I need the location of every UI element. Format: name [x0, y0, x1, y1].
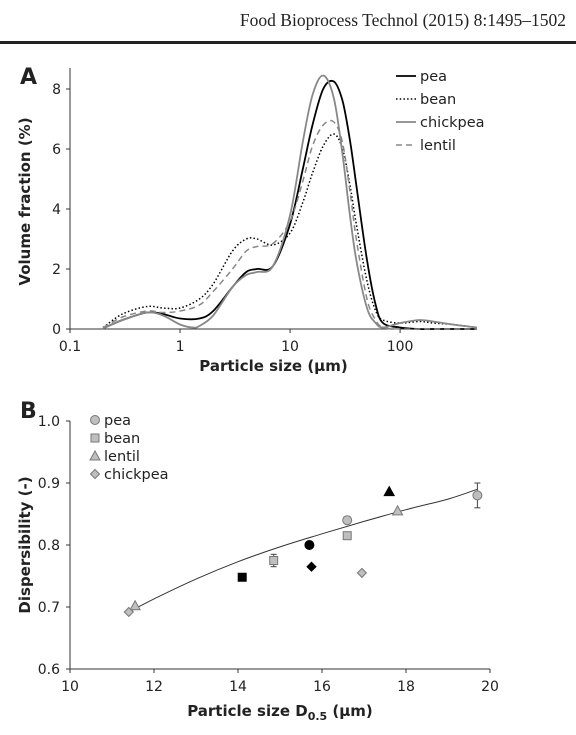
- point-pea: [472, 490, 483, 501]
- header-rule: [0, 41, 576, 44]
- y-tick-label: 0: [52, 322, 61, 338]
- legend-marker-lentil: [89, 449, 101, 461]
- legend-label-bean: bean: [420, 92, 456, 108]
- legend-label-lentil: lentil: [104, 449, 140, 465]
- series-line-chickpea: [102, 74, 478, 330]
- series-line-pea: [102, 79, 477, 331]
- legend-label-chickpea: chickpea: [420, 115, 485, 131]
- x-tick-label: 16: [313, 679, 331, 695]
- trendline: [128, 488, 478, 613]
- point-chickpea: [306, 561, 317, 572]
- legend-label-lentil: lentil: [420, 138, 456, 154]
- legend-label-bean: bean: [104, 431, 140, 447]
- x-tick-label: 10: [281, 339, 299, 355]
- legend-label-chickpea: chickpea: [104, 467, 169, 483]
- panel-label-a: A: [20, 65, 37, 90]
- point-chickpea: [356, 567, 368, 579]
- y-axis-label: Volume fraction (%): [16, 117, 34, 285]
- chart-panel-b: B 0.6 0.7 0.8 0.9 1.0 10 12 14 16 18 20 Particle siz…: [16, 399, 499, 723]
- point-lentil: [383, 485, 396, 497]
- point-bean: [269, 556, 279, 565]
- y-tick-label: 4: [52, 202, 61, 218]
- y-tick-label: 1.0: [38, 414, 60, 430]
- y-axis-label: Dispersibility (-): [16, 476, 34, 613]
- x-axis-label: Particle size D0.5 (µm): [187, 702, 373, 723]
- y-tick-label: 0.9: [38, 476, 60, 492]
- x-tick-label: 14: [229, 679, 247, 695]
- x-tick-label: 0.1: [59, 339, 81, 355]
- point-lentil: [391, 504, 404, 516]
- point-bean: [237, 572, 247, 582]
- point-pea: [342, 515, 353, 526]
- legend-marker-pea: [90, 415, 100, 425]
- x-tick-label: 100: [387, 339, 414, 355]
- x-tick-label: 20: [481, 679, 499, 695]
- y-tick-label: 0.7: [38, 600, 60, 616]
- chart-panel-a: A 0 2 4 6 8 0.1 1 10 100 Particle size (µm) Volume …: [16, 65, 485, 375]
- point-lentil: [129, 599, 141, 611]
- x-tick-label: 1: [176, 339, 185, 355]
- y-tick-label: 0.8: [38, 538, 60, 554]
- point-bean: [342, 531, 352, 541]
- point-pea: [304, 540, 315, 550]
- journal-citation: Food Bioprocess Technol (2015) 8:1495–15…: [239, 10, 566, 30]
- y-tick-label: 2: [52, 262, 61, 278]
- x-tick-label: 12: [145, 679, 163, 695]
- point-chickpea: [123, 606, 135, 618]
- legend-marker-chickpea: [89, 468, 101, 480]
- legend-label-pea: pea: [104, 413, 131, 429]
- x-axis-label: Particle size (µm): [199, 357, 347, 375]
- page-header: Food Bioprocess Technol (2015) 8:1495–15…: [0, 0, 576, 46]
- x-tick-label: 18: [397, 679, 415, 695]
- legend-label-pea: pea: [420, 69, 447, 85]
- x-tick-label: 10: [61, 679, 79, 695]
- y-tick-label: 0.6: [38, 662, 60, 678]
- series-line-lentil: [102, 119, 477, 330]
- y-tick-label: 6: [52, 142, 61, 158]
- series-line-bean: [102, 133, 478, 329]
- panel-label-b: B: [20, 399, 37, 424]
- y-tick-label: 8: [52, 82, 61, 98]
- legend-marker-bean: [90, 433, 100, 443]
